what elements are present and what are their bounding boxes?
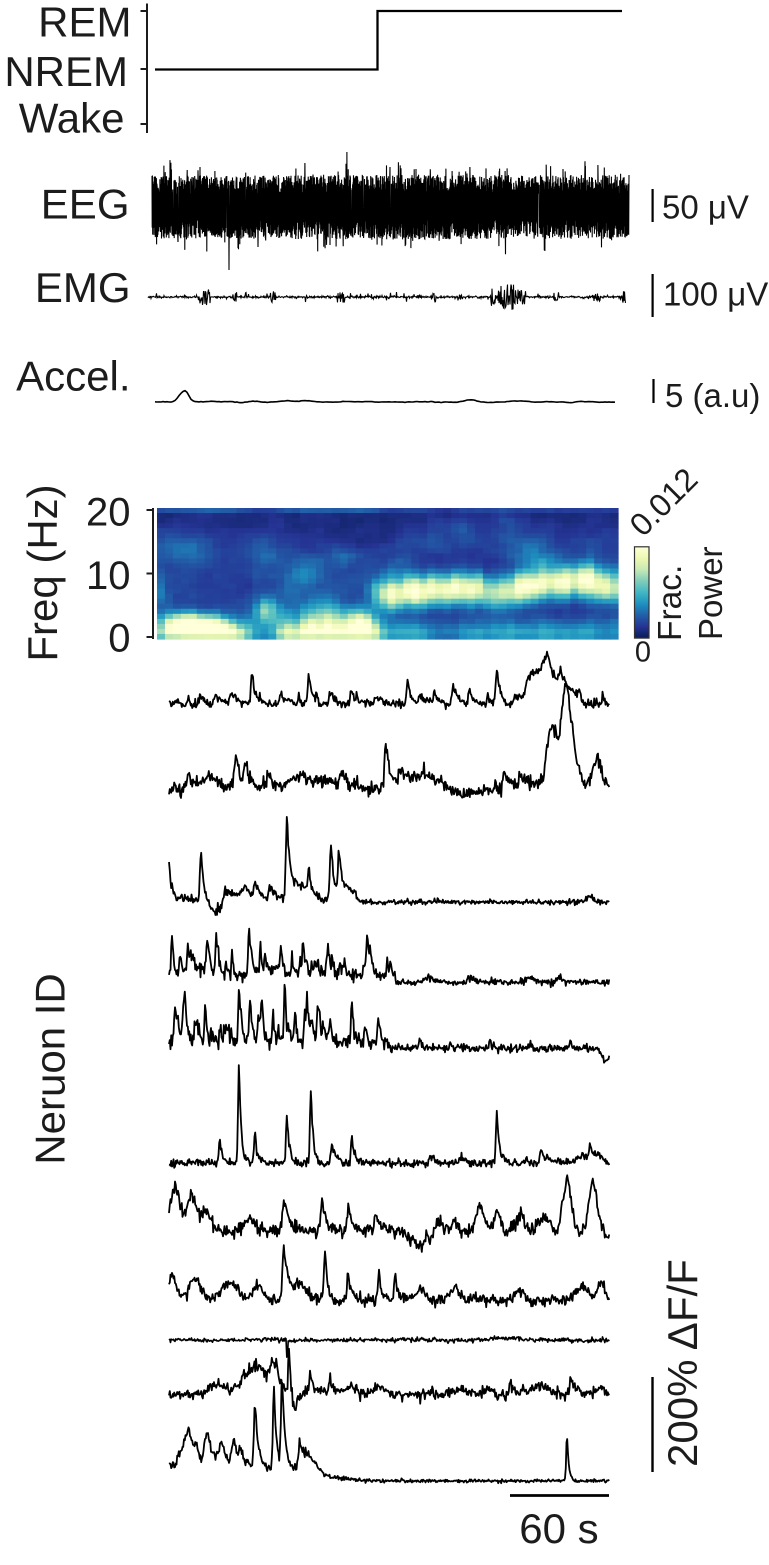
svg-text:0: 0 <box>108 617 130 661</box>
svg-text:Frac.: Frac. <box>652 565 689 641</box>
svg-text:NREM: NREM <box>4 48 128 95</box>
svg-text:Wake: Wake <box>19 95 125 142</box>
svg-text:0: 0 <box>635 637 651 669</box>
svg-text:100 μV: 100 μV <box>663 275 768 312</box>
svg-text:Power: Power <box>692 546 729 640</box>
svg-text:Accel.: Accel. <box>16 353 130 400</box>
svg-text:60 s: 60 s <box>519 1505 598 1552</box>
svg-text:5 (a.u): 5 (a.u) <box>665 377 760 414</box>
svg-text:Freq (Hz): Freq (Hz) <box>19 484 66 661</box>
svg-text:Neruon ID: Neruon ID <box>27 973 74 1164</box>
svg-text:50 μV: 50 μV <box>662 189 749 226</box>
svg-text:200% ΔF/F: 200% ΔF/F <box>659 1259 706 1467</box>
svg-text:EMG: EMG <box>35 264 131 311</box>
svg-text:20: 20 <box>86 491 131 535</box>
svg-text:10: 10 <box>86 554 131 598</box>
svg-text:EEG: EEG <box>41 181 130 228</box>
svg-text:REM: REM <box>38 0 131 46</box>
